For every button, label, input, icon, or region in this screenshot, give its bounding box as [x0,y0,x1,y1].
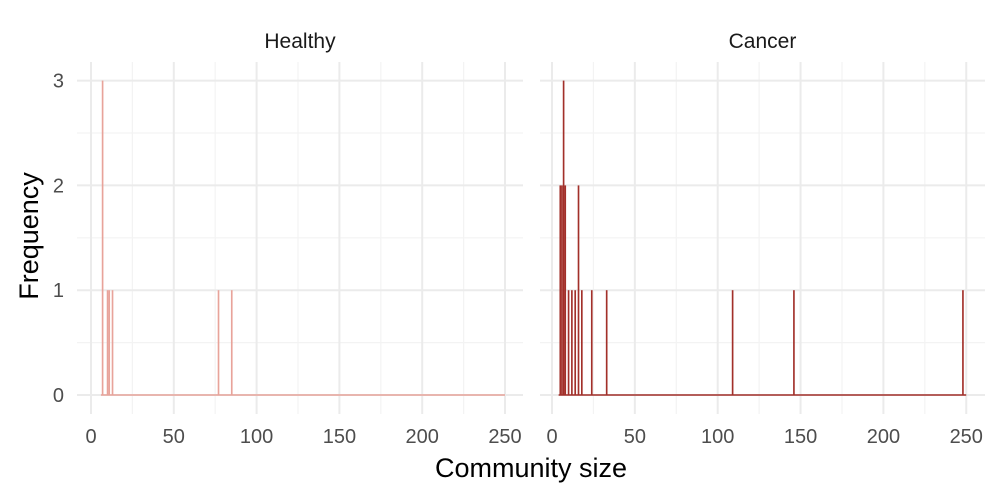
x-tick-label: 0 [546,426,557,448]
y-tick-label: 3 [53,71,64,93]
y-tick-label: 1 [53,280,64,302]
histogram-bar [962,290,964,395]
x-tick-label: 150 [323,426,356,448]
histogram-bar [217,290,220,395]
x-tick-label: 100 [240,426,273,448]
x-tick-label: 100 [701,426,734,448]
histogram-bar [567,290,570,395]
y-axis-title: Frequency [14,172,44,300]
histogram-bar [559,185,562,395]
histogram-bar [106,290,109,395]
x-tick-label: 150 [784,426,817,448]
panel-0: Healthy 0 50 100 150 200 250 0 1 2 3 [53,30,523,448]
x-tick-label: 250 [950,426,983,448]
y-tick-label: 0 [53,385,64,407]
histogram-bar [793,290,795,395]
histogram-bar [561,185,563,395]
x-tick-label: 250 [488,426,521,448]
histogram-bar [230,290,233,395]
x-tick-label: 200 [867,426,900,448]
histogram-bar [111,290,114,395]
histogram-bar [108,290,111,395]
x-tick-label: 0 [85,426,96,448]
histogram-bar [590,290,593,395]
facet-title: Healthy [264,30,336,53]
histogram-bar [577,185,580,395]
x-tick-label: 200 [406,426,439,448]
histogram-bar [574,290,577,395]
histogram-bar [101,80,104,395]
histogram-bar [564,185,567,395]
x-axis-title: Community size [435,453,627,483]
y-tick-label: 2 [53,175,64,197]
x-tick-label: 50 [163,426,185,448]
histogram-bar [731,290,734,395]
histogram-bar [605,290,608,395]
panels: Healthy 0 50 100 150 200 250 0 1 2 3 Cancer 0 50 100 15… [53,30,985,448]
histogram-bar [562,80,565,395]
x-tick-label: 50 [624,426,646,448]
panel-1: Cancer 0 50 100 150 200 250 [540,30,985,448]
facet-title: Cancer [729,30,797,53]
histogram-bar [580,290,583,395]
histogram-bar [571,290,573,395]
